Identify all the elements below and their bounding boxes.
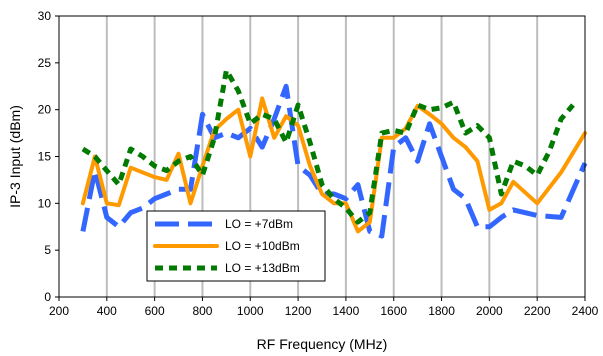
y-axis-label: IP-3 Input (dBm) (7, 105, 23, 208)
x-tick-label-1400: 1400 (333, 304, 360, 318)
y-tick-label-5: 5 (44, 243, 51, 257)
x-tick-label-200: 200 (49, 304, 69, 318)
y-tick-label-15: 15 (38, 150, 52, 164)
y-tick-label-30: 30 (38, 9, 52, 23)
legend-label-3: LO = +13dBm (225, 261, 300, 275)
x-tick-label-1200: 1200 (285, 304, 312, 318)
x-tick-label-600: 600 (145, 304, 165, 318)
legend-label-2: LO = +10dBm (225, 239, 300, 253)
x-tick-label-800: 800 (192, 304, 212, 318)
x-tick-label-2400: 2400 (572, 304, 599, 318)
series-line-2 (80, 96, 587, 234)
series-layer (80, 67, 588, 239)
x-tick-label-2200: 2200 (524, 304, 551, 318)
x-tick-label-1600: 1600 (380, 304, 407, 318)
axes: 200 400 600 800 1000 1200 1400 1600 1800 2000 2200… (38, 9, 599, 318)
x-tick-label-1800: 1800 (428, 304, 455, 318)
x-tick-label-1000: 1000 (237, 304, 264, 318)
series-line-3 (81, 67, 575, 225)
y-tick-label-25: 25 (38, 56, 52, 70)
x-axis-label: RF Frequency (MHz) (257, 336, 388, 352)
y-tick-label-0: 0 (44, 290, 51, 304)
vertical-gridlines (105, 16, 539, 297)
legend-label-1: LO = +7dBm (225, 217, 293, 231)
y-tick-label-10: 10 (38, 196, 52, 210)
y-tick-label-20: 20 (38, 103, 52, 117)
x-tick-label-2000: 2000 (476, 304, 503, 318)
legend: LO = +7dBm LO = +10dBm LO = +13dBm (146, 210, 326, 282)
x-tick-label-400: 400 (97, 304, 117, 318)
series-line-1 (80, 83, 588, 239)
